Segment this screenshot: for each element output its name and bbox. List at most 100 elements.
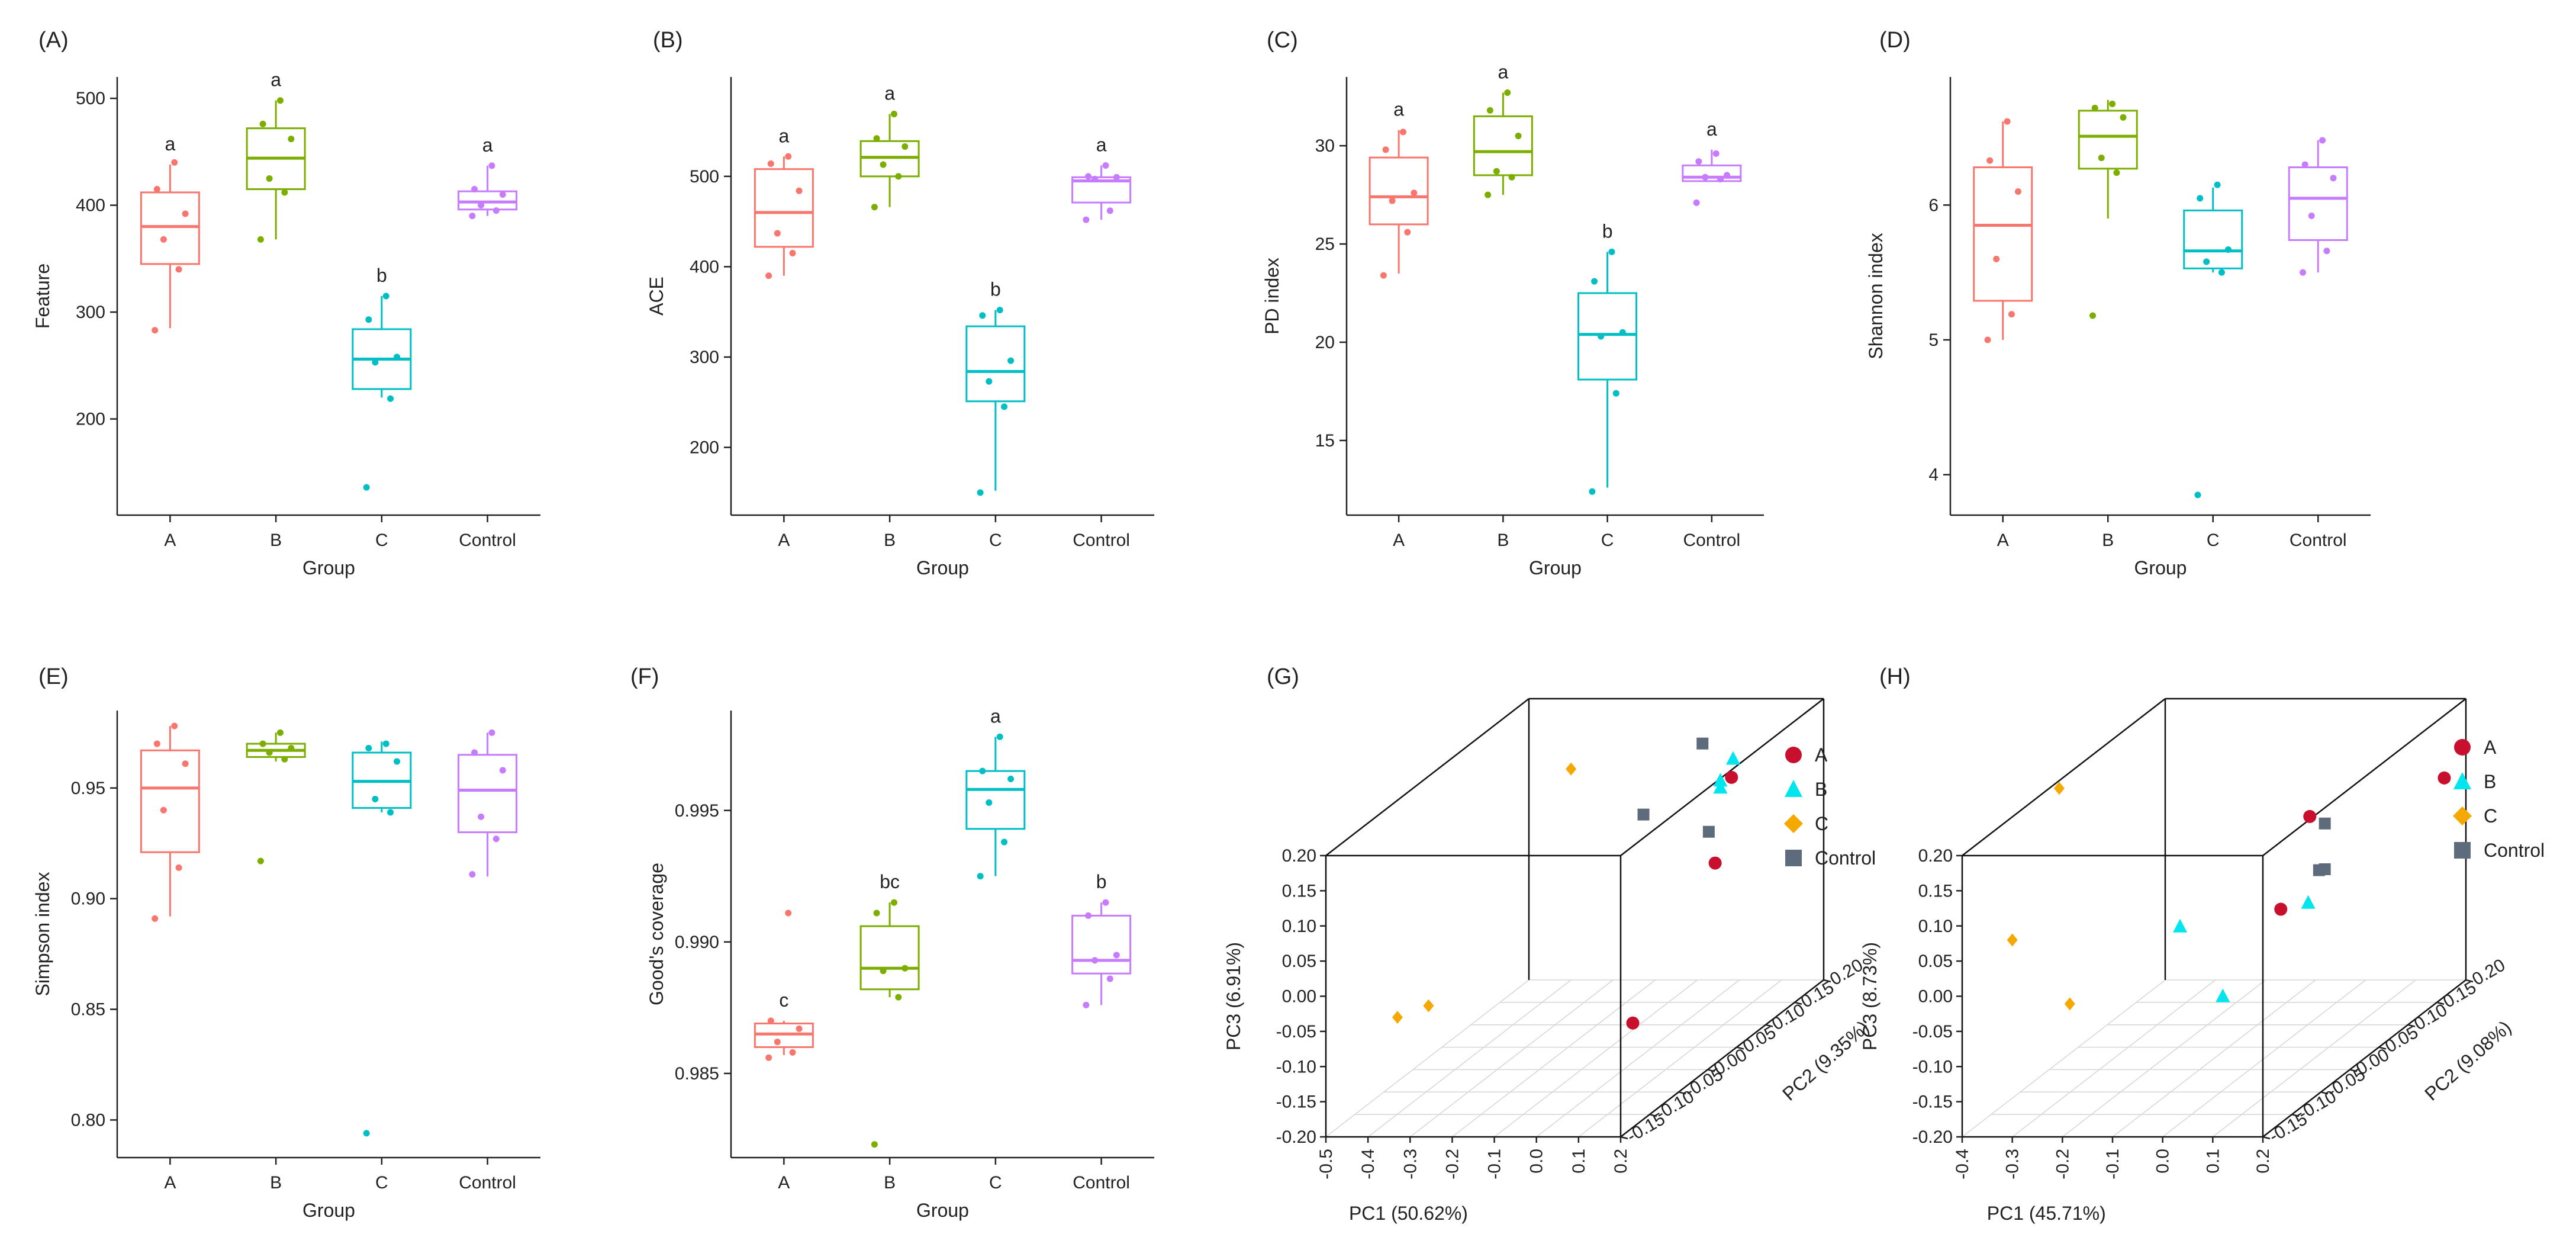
legend-label-Control: Control	[2484, 840, 2545, 861]
x-axis-title: Group	[2134, 557, 2187, 578]
data-point	[986, 799, 993, 806]
data-point	[266, 749, 273, 756]
x-axis-title: Group	[916, 557, 969, 578]
x-axis-title: Group	[1529, 557, 1582, 578]
x-tick-label: -0.3	[1400, 1149, 1420, 1179]
floor-gridline	[1325, 979, 1530, 1137]
box-C: b	[965, 279, 1026, 496]
point-A	[1626, 1016, 1640, 1030]
data-point	[1591, 278, 1598, 285]
legend-label-C: C	[1815, 813, 1828, 834]
y-tick-label: 300	[76, 303, 105, 322]
y-tick	[1707, 1069, 1715, 1072]
data-point	[901, 965, 909, 972]
panel-label: (A)	[38, 28, 69, 53]
box-iqr	[1368, 156, 1429, 226]
box-edge	[2262, 698, 2466, 856]
data-point	[382, 740, 389, 747]
box-iqr	[754, 168, 814, 248]
z-tick-label: 0.15	[1918, 881, 1953, 901]
data-point	[1106, 207, 1113, 214]
data-point	[789, 250, 796, 257]
point-A	[1708, 856, 1722, 870]
x-tick-label: A	[1997, 531, 2009, 550]
y-tick	[1765, 1024, 1773, 1027]
boxplot-panel-(F): (F) 0.985 0.990 0.995 A B C Control Group Good's …	[630, 664, 1154, 1221]
box-A: a	[1368, 99, 1429, 279]
x-tick-label: A	[778, 531, 790, 550]
significance-letter: a	[482, 134, 493, 156]
box-B: a	[859, 83, 920, 211]
y-tick-label: 20	[1315, 333, 1335, 352]
data-point	[979, 312, 986, 319]
y-tick-label: 0.10	[1769, 1000, 1808, 1034]
x-tick-label: -0.5	[1316, 1149, 1336, 1179]
x-tick-label: B	[270, 1173, 282, 1193]
point-B	[2173, 918, 2188, 933]
x-tick-label: 0.0	[2153, 1149, 2173, 1174]
z-tick-label: 0.00	[1918, 987, 1953, 1007]
data-point	[873, 135, 880, 142]
data-point	[1993, 255, 2000, 262]
data-point	[387, 395, 394, 402]
data-point	[2089, 312, 2097, 319]
data-point	[2194, 491, 2201, 499]
data-point	[765, 1054, 772, 1061]
data-point	[767, 1017, 774, 1024]
data-point	[2300, 269, 2307, 276]
z-axis-title: PC3 (6.91%)	[1223, 942, 1244, 1050]
point-Control	[2319, 817, 2331, 830]
x-tick-label: -0.2	[2053, 1149, 2072, 1179]
box-iqr	[1071, 914, 1132, 975]
y-axis-title: Shannon index	[1865, 233, 1886, 359]
box-C: a	[965, 705, 1026, 880]
box-iqr	[2288, 166, 2348, 242]
z-tick-label: 0.00	[1282, 987, 1316, 1007]
significance-letter: a	[1706, 118, 1717, 140]
x-tick-label: Control	[459, 1173, 516, 1193]
significance-letter: a	[778, 125, 789, 146]
data-point	[1695, 158, 1702, 165]
floor-gridline	[2062, 979, 2266, 1137]
box-B	[246, 729, 306, 864]
data-point	[1399, 128, 1406, 136]
data-point	[2301, 161, 2308, 168]
data-point	[1589, 488, 1596, 495]
significance-letter: c	[779, 989, 788, 1011]
box-edge	[1620, 979, 1824, 1137]
data-point	[979, 767, 986, 774]
boxplot-panel-(E): (E) 0.80 0.85 0.90 0.95 A B C Control Group Simpso…	[32, 664, 540, 1221]
data-point	[1986, 157, 1994, 164]
data-point	[478, 813, 485, 820]
data-point	[785, 909, 792, 917]
data-point	[796, 1025, 803, 1032]
data-point	[1515, 133, 1522, 140]
y-tick-label: 200	[76, 410, 105, 429]
box-edge	[1325, 698, 1530, 856]
x-axis-title: Group	[916, 1200, 969, 1221]
data-point	[890, 111, 897, 118]
point-B	[2216, 988, 2230, 1002]
floor-gridline	[1451, 979, 1656, 1137]
data-point	[1504, 89, 1511, 97]
data-point	[499, 767, 506, 774]
floor-gridline	[1367, 979, 1572, 1137]
data-point	[1091, 175, 1099, 182]
data-point	[789, 1049, 796, 1056]
data-point	[2120, 114, 2127, 121]
data-point	[365, 745, 372, 752]
box-Control	[2288, 137, 2348, 276]
x-tick-label: C	[375, 1173, 388, 1193]
y-tick	[2378, 1046, 2387, 1050]
point-Control	[1702, 825, 1715, 838]
floor-gridline	[2012, 979, 2216, 1137]
data-point	[276, 729, 284, 736]
data-point	[153, 186, 160, 193]
floor-gridline	[1536, 979, 1740, 1137]
data-point	[1493, 168, 1500, 175]
data-point	[1724, 172, 1731, 179]
x-tick-label: -0.1	[1485, 1149, 1505, 1179]
x-tick-label: C	[989, 531, 1002, 550]
y-tick-label: 4	[1928, 465, 1939, 485]
